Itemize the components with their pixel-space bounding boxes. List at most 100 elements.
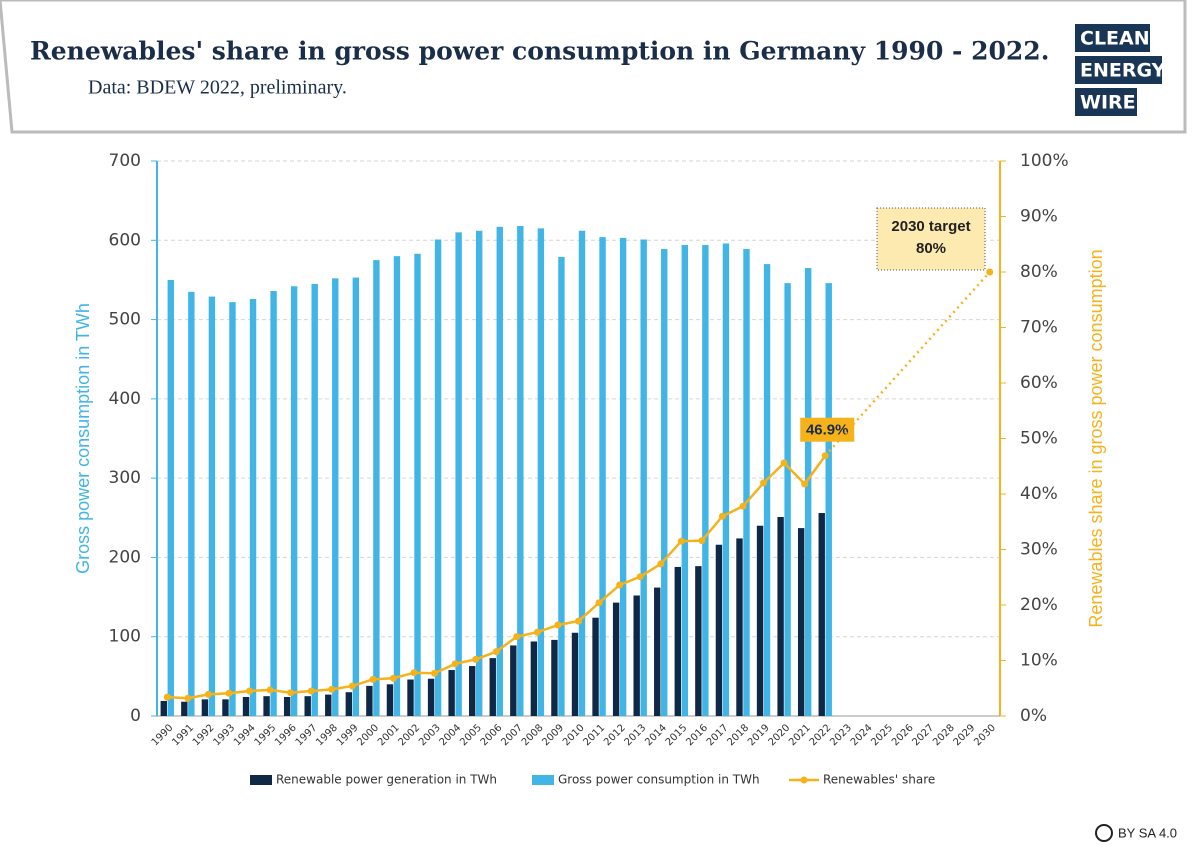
legend-label: Renewable power generation in TWh — [276, 773, 497, 787]
bar — [640, 239, 647, 716]
x-tick-label: 2027 — [911, 722, 937, 748]
point — [718, 512, 726, 520]
logo-box — [1075, 88, 1137, 116]
chart-title: Renewables' share in gross power consump… — [30, 37, 1049, 66]
y2-tick-label: 20% — [1020, 595, 1058, 615]
x-tick-label: 1996 — [273, 722, 299, 748]
x-tick-label: 2001 — [376, 722, 402, 748]
bar — [270, 291, 277, 716]
y2-tick-label: 70% — [1020, 318, 1058, 338]
point — [410, 669, 418, 677]
y-tick-label: 500 — [109, 310, 141, 330]
target-point — [986, 268, 994, 276]
bar — [249, 298, 257, 716]
x-tick-label: 2023 — [828, 722, 854, 748]
header-box — [0, 0, 1187, 134]
y2-tick-label: 90% — [1020, 207, 1058, 227]
x-tick-label: 2009 — [540, 722, 566, 748]
bar — [633, 595, 640, 716]
x-tick-label: 2000 — [355, 722, 381, 748]
x-tick-label: 1995 — [253, 722, 279, 748]
bar — [386, 684, 394, 716]
legend-swatch — [250, 775, 272, 785]
bar — [263, 696, 270, 716]
bar — [181, 701, 188, 716]
bar — [825, 283, 832, 716]
bar — [510, 645, 517, 716]
x-tick-label: 2006 — [479, 722, 505, 748]
chart-subtitle: Data: BDEW 2022, preliminary. — [88, 77, 347, 99]
x-tick-label: 2007 — [499, 722, 525, 748]
x-tick-label: 1998 — [314, 722, 340, 748]
x-tick-label: 1999 — [335, 722, 361, 748]
x-tick-label: 2020 — [767, 722, 793, 748]
bar — [160, 700, 167, 716]
bar — [475, 230, 483, 716]
y2-tick-label: 0% — [1020, 706, 1047, 726]
bar — [804, 268, 812, 716]
x-tick-label: 2010 — [561, 722, 587, 748]
bar — [345, 692, 353, 716]
point — [616, 581, 624, 589]
y-tick-label: 200 — [109, 547, 141, 567]
bar — [715, 544, 723, 716]
bar — [407, 679, 414, 716]
x-tick-label: 2008 — [520, 722, 546, 748]
target-box — [876, 207, 986, 271]
x-tick-label: 2018 — [725, 722, 751, 748]
x-tick-label: 2024 — [849, 722, 875, 748]
x-tick-label: 2003 — [417, 722, 443, 748]
x-tick-label: 2005 — [458, 722, 484, 748]
bar — [188, 291, 195, 716]
point — [554, 621, 562, 629]
y-tick-label: 400 — [109, 389, 141, 409]
bar — [702, 245, 709, 717]
x-tick-label: 2014 — [643, 722, 669, 748]
bar — [283, 696, 291, 716]
bar — [743, 249, 750, 716]
bar — [208, 296, 216, 716]
bar — [496, 226, 503, 717]
x-tick-label: 2029 — [952, 722, 978, 748]
point — [636, 573, 644, 581]
legend-label: Renewables' share — [823, 773, 935, 787]
bar — [455, 232, 462, 716]
x-tick-label: 2030 — [972, 722, 998, 748]
bar — [517, 226, 524, 716]
label-box — [800, 417, 855, 442]
bar — [352, 277, 360, 716]
bar — [578, 230, 586, 716]
logo-box — [1075, 24, 1150, 52]
x-tick-label: 2011 — [582, 722, 608, 748]
legend-label: Gross power consumption in TWh — [558, 773, 760, 787]
bar — [736, 538, 743, 716]
bar — [242, 696, 250, 716]
legend-swatch — [800, 776, 808, 784]
y-tick-label: 300 — [109, 468, 141, 488]
legend-swatch — [532, 775, 554, 785]
y2-tick-label: 80% — [1020, 262, 1058, 282]
x-tick-label: 2013 — [623, 722, 649, 748]
point — [369, 675, 377, 683]
target-label: 2030 target — [891, 218, 970, 235]
point — [184, 694, 192, 702]
logo-text: ENERGY — [1080, 60, 1166, 82]
point — [451, 660, 459, 668]
point — [739, 502, 747, 510]
bar — [201, 699, 209, 716]
point — [204, 690, 212, 698]
y-tick-label: 600 — [109, 230, 141, 250]
x-tick-label: 1992 — [191, 722, 217, 748]
bar — [571, 632, 579, 716]
bar — [325, 694, 332, 716]
y2-tick-label: 30% — [1020, 540, 1058, 560]
x-tick-label: 2017 — [705, 722, 731, 748]
bar — [551, 639, 558, 716]
point — [266, 686, 274, 694]
bar — [661, 249, 668, 716]
x-tick-label: 2025 — [869, 722, 895, 748]
bar — [332, 278, 339, 716]
bar — [304, 696, 311, 716]
x-tick-label: 2015 — [664, 722, 690, 748]
